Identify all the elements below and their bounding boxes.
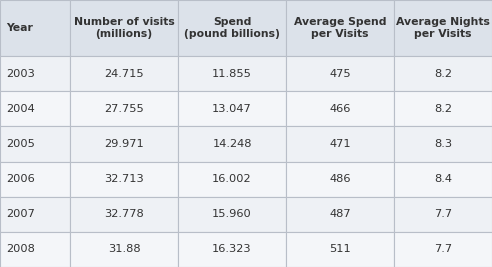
Bar [0, 197, 70, 232]
Bar [394, 162, 492, 197]
Text: 15.960: 15.960 [212, 209, 252, 219]
Bar [0, 126, 70, 162]
Text: 16.002: 16.002 [212, 174, 252, 184]
Text: 2006: 2006 [6, 174, 35, 184]
Text: 511: 511 [329, 244, 351, 254]
Bar [394, 197, 492, 232]
Text: 8.4: 8.4 [434, 174, 452, 184]
Text: 32.713: 32.713 [104, 174, 144, 184]
Bar [286, 56, 394, 91]
Bar [178, 0, 286, 56]
Text: 16.323: 16.323 [212, 244, 252, 254]
Text: 13.047: 13.047 [212, 104, 252, 114]
Bar [70, 56, 178, 91]
Bar [394, 232, 492, 267]
Text: Average Spend
per Visits: Average Spend per Visits [294, 17, 386, 39]
Text: Spend
(pound billions): Spend (pound billions) [184, 17, 280, 39]
Text: Number of visits
(millions): Number of visits (millions) [74, 17, 174, 39]
Text: 8.3: 8.3 [434, 139, 452, 149]
Bar [0, 0, 70, 56]
Bar [394, 91, 492, 126]
Bar [0, 56, 70, 91]
Text: 8.2: 8.2 [434, 104, 452, 114]
Bar [394, 126, 492, 162]
Text: 8.2: 8.2 [434, 69, 452, 79]
Bar [0, 162, 70, 197]
Bar [286, 0, 394, 56]
Text: 487: 487 [329, 209, 351, 219]
Bar [70, 0, 178, 56]
Text: 31.88: 31.88 [108, 244, 140, 254]
Text: 2008: 2008 [6, 244, 35, 254]
Text: 7.7: 7.7 [434, 244, 452, 254]
Bar [286, 162, 394, 197]
Bar [178, 91, 286, 126]
Text: 11.855: 11.855 [212, 69, 252, 79]
Bar [394, 0, 492, 56]
Text: 2004: 2004 [6, 104, 35, 114]
Text: Year: Year [6, 23, 33, 33]
Text: 32.778: 32.778 [104, 209, 144, 219]
Bar [286, 126, 394, 162]
Bar [286, 197, 394, 232]
Bar [178, 162, 286, 197]
Text: 27.755: 27.755 [104, 104, 144, 114]
Bar [178, 126, 286, 162]
Text: 24.715: 24.715 [104, 69, 144, 79]
Bar [70, 162, 178, 197]
Bar [178, 232, 286, 267]
Text: Average Nights
per Visits: Average Nights per Visits [396, 17, 490, 39]
Text: 2003: 2003 [6, 69, 35, 79]
Bar [286, 91, 394, 126]
Bar [394, 56, 492, 91]
Text: 466: 466 [329, 104, 351, 114]
Text: 14.248: 14.248 [212, 139, 252, 149]
Bar [0, 232, 70, 267]
Text: 29.971: 29.971 [104, 139, 144, 149]
Text: 475: 475 [329, 69, 351, 79]
Bar [70, 126, 178, 162]
Text: 7.7: 7.7 [434, 209, 452, 219]
Bar [286, 232, 394, 267]
Text: 2005: 2005 [6, 139, 35, 149]
Text: 471: 471 [329, 139, 351, 149]
Bar [70, 232, 178, 267]
Bar [70, 91, 178, 126]
Bar [178, 197, 286, 232]
Bar [178, 56, 286, 91]
Bar [0, 91, 70, 126]
Bar [70, 197, 178, 232]
Text: 2007: 2007 [6, 209, 35, 219]
Text: 486: 486 [329, 174, 351, 184]
